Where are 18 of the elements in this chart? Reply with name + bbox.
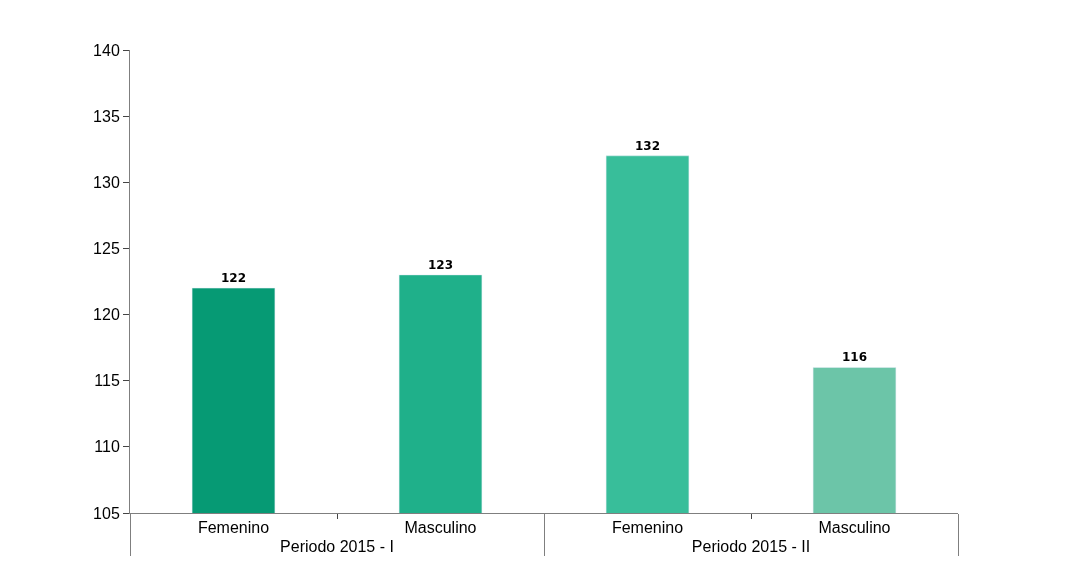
x-tick-label: Femenino: [611, 519, 684, 537]
x-tick-label: Masculino: [404, 519, 477, 537]
data-label: 116: [841, 350, 868, 365]
data-label: 132: [634, 138, 661, 153]
data-label: 122: [220, 271, 247, 286]
data-label: 123: [427, 257, 454, 272]
x-tick-label: Masculino: [818, 519, 891, 537]
y-tick-label: 135: [93, 107, 120, 125]
y-tick-label: 125: [93, 240, 120, 258]
y-tick-label: 120: [93, 306, 120, 324]
y-tick-label: 105: [93, 504, 120, 522]
y-tick-label: 130: [93, 173, 120, 191]
text: Periodo 2015 - I: [280, 538, 394, 556]
text: Periodo 2015 - II: [691, 538, 811, 556]
y-tick-label: 115: [94, 372, 120, 390]
y-tick-label: 110: [94, 438, 120, 456]
x-tick-label: Femenino: [197, 519, 270, 537]
y-tick-label: 140: [93, 41, 120, 59]
